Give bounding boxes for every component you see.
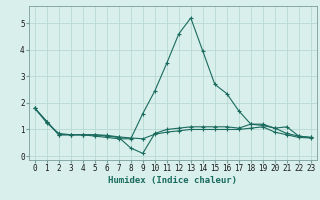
X-axis label: Humidex (Indice chaleur): Humidex (Indice chaleur): [108, 176, 237, 185]
